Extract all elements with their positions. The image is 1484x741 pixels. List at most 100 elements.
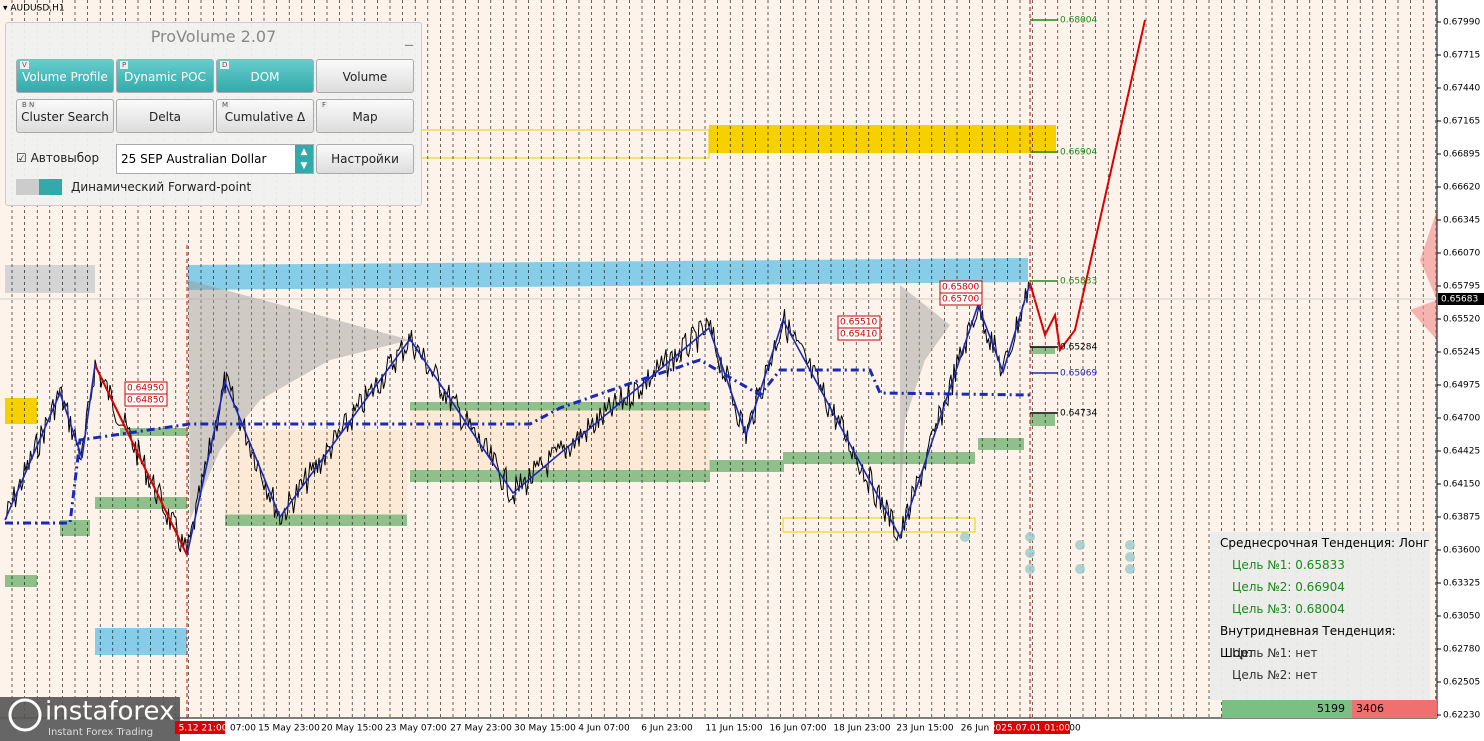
checkbox[interactable]: ☑ Автовыбор <box>16 151 100 165</box>
price-box-label: 0.64850 <box>127 396 164 406</box>
price-label: 0.67165 <box>1443 117 1480 127</box>
time-label: 6 Jun 23:00 <box>641 724 693 734</box>
hotkey: B N <box>20 101 37 109</box>
price-label: 0.67440 <box>1443 84 1480 94</box>
current-price: 0.65683 <box>1441 295 1478 305</box>
info-line: Цель №3: 0.68004 <box>1232 602 1345 616</box>
toggle[interactable] <box>16 179 62 195</box>
price-box-label: 0.65510 <box>840 318 877 328</box>
time-label: 15 May 23:00 <box>258 724 320 734</box>
button-label: DOM <box>250 70 280 84</box>
hotkey: M <box>220 101 231 109</box>
button-label: Volume <box>342 70 388 84</box>
time-label: 27 May 23:00 <box>450 724 512 734</box>
settings-button[interactable]: Настройки <box>316 144 414 174</box>
forward-point: Динамический Forward-point <box>71 180 252 194</box>
price-label: 0.66620 <box>1443 183 1480 193</box>
tool-button[interactable]: F Map <box>316 99 414 133</box>
tool-button[interactable]: Delta <box>116 99 214 133</box>
price-box-label: 0.65410 <box>840 330 877 340</box>
time-label: 11 Jun 15:00 <box>705 724 762 734</box>
time-label: 5.12 21:00 <box>179 724 228 734</box>
price-label: 0.64425 <box>1443 447 1480 457</box>
price-label: 0.64975 <box>1443 381 1480 391</box>
price-box-label: 0.64950 <box>127 384 164 394</box>
price-box-label: 0.65800 <box>942 283 979 293</box>
time-label: 4 Jun 07:00 <box>578 724 630 734</box>
price-label: 0.62230 <box>1443 711 1480 721</box>
price-label: 0.67715 <box>1443 51 1480 61</box>
time-label: 2025.07.01 01:00 <box>990 724 1071 734</box>
price-box <box>837 327 881 341</box>
level-label: 0.64734 <box>1060 409 1097 419</box>
price-label: 0.62780 <box>1443 645 1480 655</box>
info-line: Цель №2: нет <box>1232 668 1318 682</box>
button-label: Dynamic POC <box>124 70 206 84</box>
time-label: 18 Jun 23:00 <box>833 724 890 734</box>
minimize[interactable]: _ <box>405 27 413 46</box>
hotkey: F <box>320 101 329 109</box>
level-label: 0.65833 <box>1060 277 1097 287</box>
price-label: 0.63325 <box>1443 579 1480 589</box>
price-label: 0.65520 <box>1443 315 1480 325</box>
provolume-panel: ProVolume 2.07 _ V Volume Profile P Dynamic… <box>5 22 422 206</box>
panel-title: ProVolume 2.07 <box>150 27 277 46</box>
price-label: 0.66345 <box>1443 216 1480 226</box>
info-line: Внутридневная Тенденция: Шорт <box>1220 624 1396 660</box>
tool-button[interactable]: V Volume Profile <box>16 59 114 93</box>
time-label: 16 Jun 07:00 <box>769 724 826 734</box>
footer-sell: 3406 <box>1356 702 1384 715</box>
button-label: Delta <box>148 110 181 124</box>
price-label: 0.65245 <box>1443 348 1480 358</box>
time-label: 30 May 15:00 <box>514 724 576 734</box>
price-label: 0.65795 <box>1443 282 1480 292</box>
price-label: 0.66895 <box>1443 150 1480 160</box>
time-label: 23 Jun 15:00 <box>896 724 953 734</box>
price-label: 0.63600 <box>1443 546 1480 556</box>
time-label: 07:00 <box>230 724 256 734</box>
autoselect: Автовыбор <box>30 151 100 165</box>
level-label: 0.66904 <box>1060 148 1097 158</box>
hotkey: D <box>220 61 230 69</box>
time-marker <box>175 721 225 734</box>
button-label: Cumulative Δ <box>224 110 306 124</box>
time-label: 26 Jun <box>961 724 989 734</box>
price-label: 0.67990 <box>1443 18 1480 28</box>
price-box-label: 0.65700 <box>942 295 979 305</box>
instrument-select[interactable]: 25 SEP Australian Dollar ▲ ▼ <box>116 144 314 174</box>
tool-button[interactable]: D DOM <box>216 59 314 93</box>
info-box: Среднесрочная Тенденция: Лонг Цель №1: 0.… <box>1210 532 1430 700</box>
level-label: 0.65069 <box>1060 369 1097 379</box>
hotkey: P <box>120 61 129 69</box>
tool-button[interactable]: P Dynamic POC <box>116 59 214 93</box>
level-label: 0.65284 <box>1060 343 1097 353</box>
tool-button[interactable]: Volume <box>316 59 414 93</box>
time-label: 23 May 07:00 <box>385 724 447 734</box>
price-box <box>124 393 168 407</box>
button-label: Cluster Search <box>21 110 109 124</box>
current-price-box <box>1438 293 1484 305</box>
info-line: Цель №2: 0.66904 <box>1232 580 1345 594</box>
price-label: 0.62505 <box>1443 678 1480 688</box>
footer-buy: 5199 <box>1317 702 1345 715</box>
price-box <box>939 292 983 306</box>
tool-button[interactable]: M Cumulative Δ <box>216 99 314 133</box>
time-label: 20 May 15:00 <box>321 724 383 734</box>
logo-tagline: Instant Forex Trading <box>48 727 153 738</box>
time-marker <box>994 721 1070 734</box>
info-line: Цель №1: 0.65833 <box>1232 558 1345 572</box>
tool-button[interactable]: B N Cluster Search <box>16 99 114 133</box>
price-label: 0.63875 <box>1443 513 1480 523</box>
time-label: 00 <box>1069 724 1081 734</box>
info-line: Цель №1: нет <box>1232 646 1318 660</box>
logo-name: instaforex <box>45 697 174 727</box>
instrument: 25 SEP Australian Dollar <box>121 152 267 166</box>
info-line: Среднесрочная Тенденция: Лонг <box>1220 536 1430 550</box>
price-label: 0.63050 <box>1443 612 1480 622</box>
hotkey: V <box>20 61 29 69</box>
symbol: ▾ AUDUSD,H1 <box>3 4 65 14</box>
button-label: Map <box>352 110 378 124</box>
price-label: 0.64150 <box>1443 480 1480 490</box>
